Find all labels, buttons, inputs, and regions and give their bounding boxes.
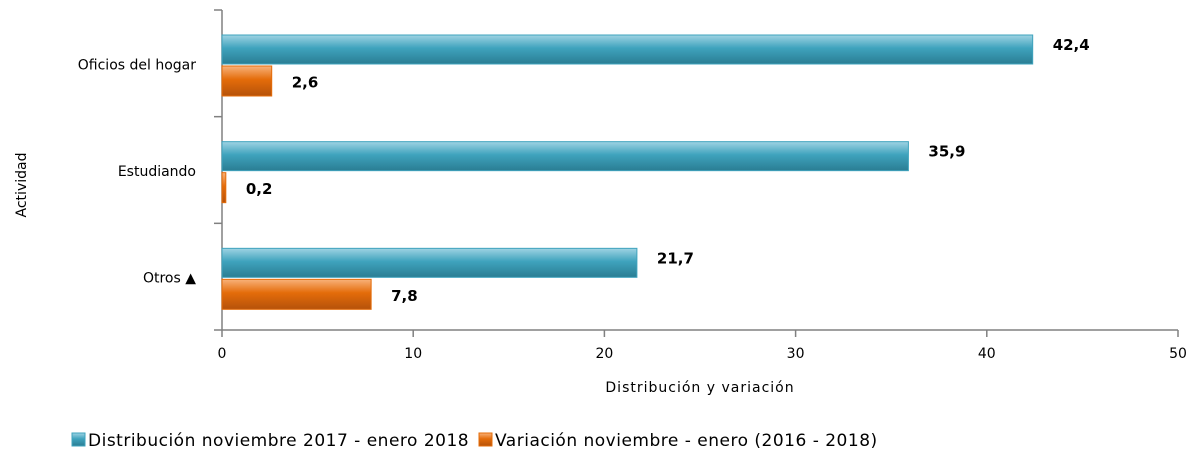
bar bbox=[221, 278, 372, 310]
y-tick-label: Otros ▲ bbox=[143, 271, 196, 287]
legend-label: Distribución noviembre 2017 - enero 2018 bbox=[88, 431, 469, 451]
x-tick-label: 50 bbox=[1169, 346, 1187, 362]
legend-swatch bbox=[71, 432, 86, 447]
x-tick-label: 40 bbox=[978, 346, 996, 362]
x-tick-label: 30 bbox=[787, 346, 805, 362]
bar bbox=[221, 172, 227, 204]
bar bbox=[221, 65, 273, 97]
value-label: 42,4 bbox=[1053, 36, 1090, 54]
legend-swatch bbox=[478, 432, 493, 447]
x-tick-label: 20 bbox=[595, 346, 613, 362]
bar bbox=[221, 141, 909, 172]
legend-label: Variación noviembre - enero (2016 - 2018… bbox=[495, 431, 878, 451]
x-tick-label: 10 bbox=[404, 346, 422, 362]
y-tick-label: Oficios del hogar bbox=[78, 57, 196, 73]
value-label: 2,6 bbox=[292, 74, 319, 92]
x-tick-label: 0 bbox=[218, 346, 227, 362]
x-axis-title: Distribución y variación bbox=[605, 380, 794, 396]
value-label: 21,7 bbox=[657, 249, 694, 267]
value-label: 35,9 bbox=[928, 143, 965, 161]
bar bbox=[221, 247, 638, 278]
value-label: 0,2 bbox=[246, 180, 273, 198]
bar bbox=[221, 34, 1034, 65]
y-axis-title: Actividad bbox=[14, 153, 30, 218]
y-tick-label: Estudiando bbox=[118, 164, 196, 180]
value-label: 7,8 bbox=[391, 287, 418, 305]
